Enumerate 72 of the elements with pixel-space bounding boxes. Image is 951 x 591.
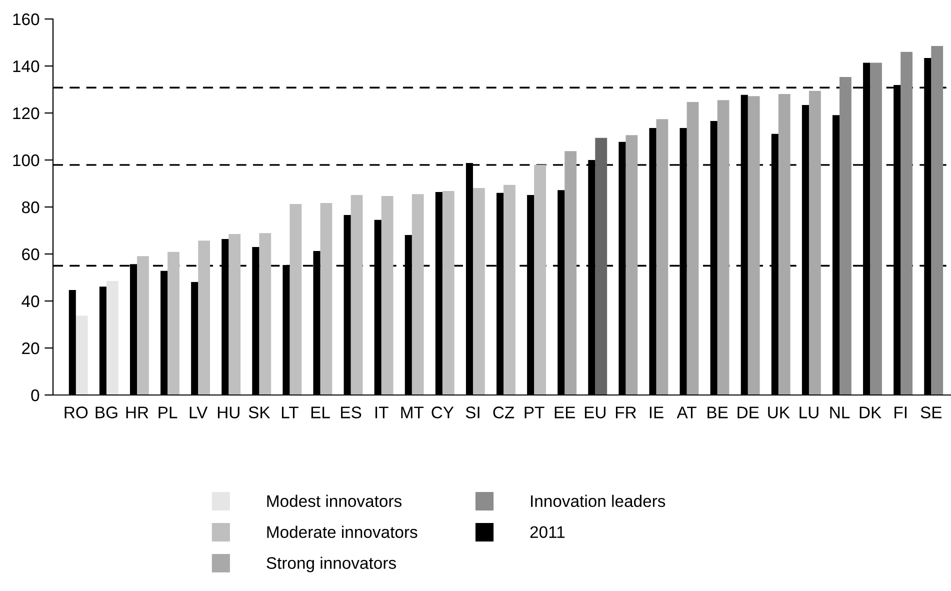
- bar: [472, 188, 485, 395]
- x-tick-label: RO: [64, 406, 88, 418]
- x-tick-label: AT: [676, 406, 696, 418]
- bar: [717, 100, 730, 395]
- x-tick-label: LT: [282, 406, 298, 418]
- bar: [350, 195, 363, 395]
- x-tick-label: ES: [341, 406, 362, 418]
- x-tick-label: LU: [800, 406, 818, 418]
- bar: [870, 62, 882, 395]
- y-tick-label: 20: [22, 342, 40, 354]
- bar: [136, 256, 149, 395]
- x-tick-label: EU: [584, 406, 606, 418]
- x-tick-label: FR: [616, 406, 636, 418]
- bar: [76, 316, 88, 395]
- bar: [564, 151, 577, 395]
- bar: [778, 94, 790, 395]
- x-tick-label: DK: [860, 406, 882, 418]
- y-tick-label: 160: [13, 13, 40, 26]
- legend-label: Strong innovators: [266, 556, 396, 572]
- bar: [534, 164, 546, 395]
- bar: [290, 204, 302, 395]
- x-tick-label: LV: [190, 406, 208, 418]
- x-tick-label: IE: [650, 406, 664, 418]
- x-tick-label: EE: [554, 406, 576, 418]
- x-tick-label: BE: [708, 406, 728, 418]
- x-tick-label: UK: [768, 406, 790, 418]
- x-tick-label: SK: [248, 406, 270, 418]
- x-tick-label: DE: [738, 406, 759, 418]
- x-tick-label: MT: [401, 406, 424, 418]
- x-tick-label: NL: [830, 406, 850, 418]
- y-tick-label: 40: [22, 295, 40, 308]
- x-tick-label: IT: [375, 406, 388, 418]
- bar: [259, 233, 272, 395]
- bar: [748, 96, 760, 395]
- bar: [504, 184, 516, 395]
- x-tick-label: CZ: [493, 406, 514, 418]
- x-tick-label: HR: [126, 406, 148, 418]
- y-tick-label: 120: [13, 107, 40, 120]
- x-tick-label: EL: [311, 406, 330, 418]
- bar: [106, 281, 118, 395]
- x-tick-label: HU: [218, 406, 240, 418]
- x-tick-label: PT: [524, 406, 544, 418]
- y-tick-label: 80: [22, 201, 40, 214]
- x-tick-label: BG: [96, 406, 118, 418]
- y-tick-label: 100: [13, 154, 40, 166]
- bar: [381, 196, 394, 395]
- bar: [931, 46, 944, 395]
- x-tick-label: PL: [158, 406, 178, 418]
- x-tick-label: SE: [920, 406, 942, 418]
- legend-label: 2011: [530, 526, 565, 538]
- bar: [442, 191, 454, 395]
- bar: [228, 234, 241, 395]
- bar: [198, 240, 210, 395]
- legend-label: Innovation leaders: [531, 494, 666, 508]
- y-tick-label: 140: [13, 60, 40, 72]
- bar: [808, 90, 821, 395]
- bar: [686, 102, 699, 395]
- bar: [320, 203, 332, 395]
- bar: [168, 252, 180, 395]
- legend-label: Modest innovators: [267, 494, 402, 508]
- bar: [656, 119, 668, 395]
- y-tick-label: 0: [31, 389, 40, 402]
- x-tick-label: CY: [432, 406, 454, 418]
- x-tick-label: SI: [466, 406, 480, 418]
- bar: [626, 135, 638, 395]
- bar: [840, 77, 852, 395]
- bar: [900, 52, 913, 395]
- bar: [412, 194, 424, 395]
- bar: [595, 138, 608, 395]
- y-tick-label: 60: [22, 248, 40, 260]
- x-tick-label: FI: [894, 406, 906, 418]
- legend-label: Moderate innovators: [267, 526, 418, 538]
